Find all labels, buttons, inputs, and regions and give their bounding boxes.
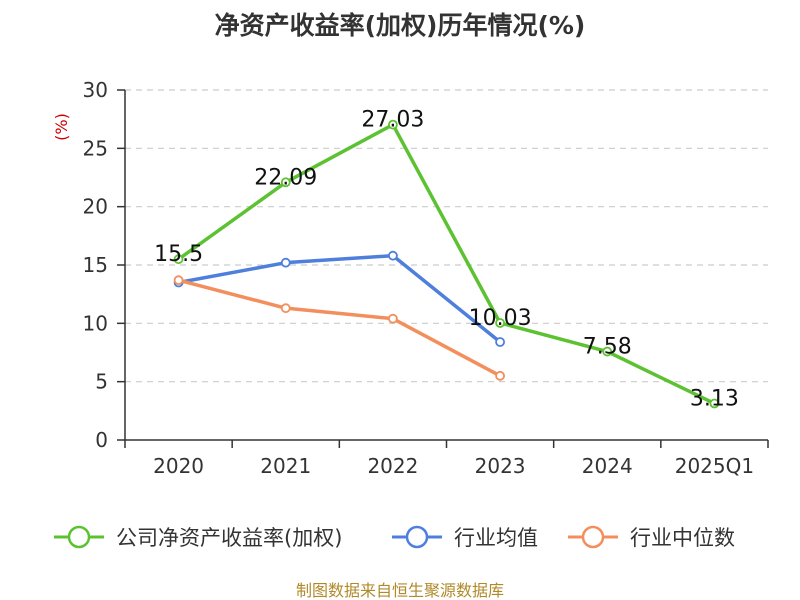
data-label: 22.09 [254,165,317,190]
series-layer: 15.5 22.09 27.03 10.03 7.58 3.13 [154,108,739,412]
legend-marker [405,525,429,549]
data-label: 7.58 [583,335,632,360]
series-line-2 [178,278,501,378]
axes: 0 5 10 15 20 25 30 2020 2021 2022 2023 2024 2025Q1 [83,78,769,478]
y-tick-label: 30 [83,78,108,102]
legend[interactable]: 公司净资产收益率(加权) 行业均值 行业中位数 [54,525,735,550]
x-tick-label: 2025Q1 [675,454,754,478]
legend-label: 行业均值 [454,526,538,550]
data-point[interactable] [602,346,613,357]
legend-marker [67,525,91,549]
x-tick-label: 2023 [475,454,526,478]
x-tick-label: 2024 [582,454,633,478]
data-source-note: 制图数据来自恒生聚源数据库 [296,581,504,600]
data-point[interactable] [280,257,291,268]
y-tick-label: 25 [83,136,108,160]
y-tick-label: 20 [83,195,108,219]
data-point[interactable] [280,303,291,314]
data-point[interactable] [495,337,505,347]
y-axis-title: (%) [52,113,71,141]
y-tick-label: 15 [83,253,108,277]
legend-label: 行业中位数 [630,526,735,550]
series-line-1 [178,253,502,344]
data-point[interactable] [495,370,505,381]
data-point[interactable] [495,318,505,328]
legend-item-2[interactable]: 行业中位数 [568,525,735,550]
legend-label: 公司净资产收益率(加权) [116,526,342,550]
x-tick-label: 2021 [260,454,311,478]
y-tick-label: 0 [95,428,108,452]
data-point[interactable] [709,398,720,409]
legend-item-0[interactable]: 公司净资产收益率(加权) [54,525,342,550]
data-point[interactable] [388,250,398,261]
data-label: 3.13 [690,386,739,411]
legend-item-1[interactable]: 行业均值 [392,525,538,550]
data-point[interactable] [173,275,184,286]
data-point[interactable] [173,254,184,265]
data-point[interactable] [388,119,398,130]
legend-marker [581,525,605,549]
data-label: 27.03 [361,108,424,133]
x-tick-label: 2022 [367,454,418,478]
series-line-0 [177,122,716,406]
data-label: 15.5 [154,242,203,267]
data-point[interactable] [388,313,398,324]
grid-lines [125,89,768,383]
y-tick-label: 10 [83,311,108,335]
data-label: 10.03 [469,306,532,331]
chart-title: 净资产收益率(加权)历年情况(%) [215,11,586,40]
data-point[interactable] [280,177,291,188]
x-tick-label: 2020 [153,454,204,478]
y-tick-label: 5 [95,370,108,394]
